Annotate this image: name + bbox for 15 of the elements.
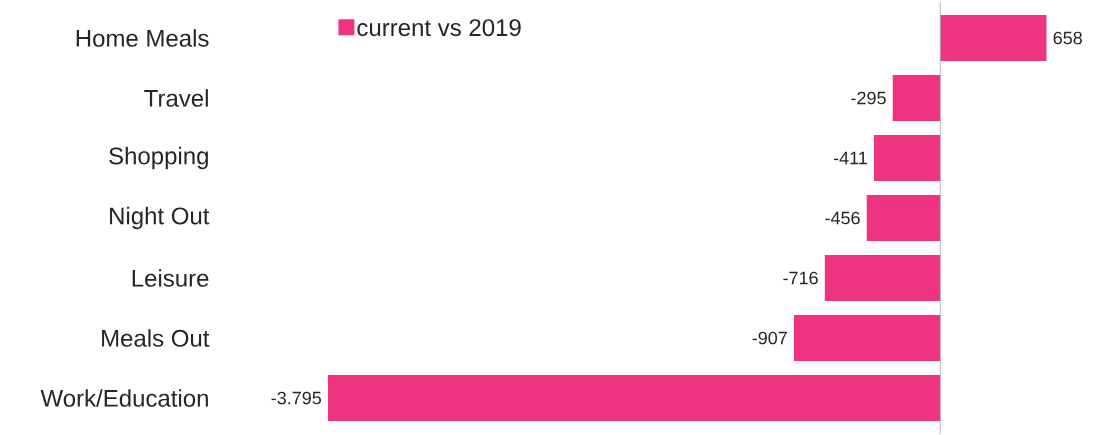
y-tick-label: Meals Out: [102, 329, 210, 347]
y-tick-label: Night Out: [110, 206, 210, 230]
y-tick-label: Home Meals: [76, 29, 209, 47]
data-label: -716: [783, 271, 818, 285]
y-tick-label: Leisure: [132, 269, 209, 287]
data-label: -295: [851, 91, 886, 105]
y-tick-label: Travel: [144, 89, 208, 107]
data-label: -411: [833, 151, 867, 165]
data-label: -456: [825, 211, 860, 225]
y-tick-label: Work/Education: [40, 389, 208, 407]
data-label: -3.795: [271, 391, 321, 405]
legend-label: current vs 2019: [357, 19, 521, 37]
y-tick-label: Shopping: [109, 146, 208, 170]
data-label: -907: [752, 331, 787, 345]
data-label: 658: [1053, 31, 1082, 45]
